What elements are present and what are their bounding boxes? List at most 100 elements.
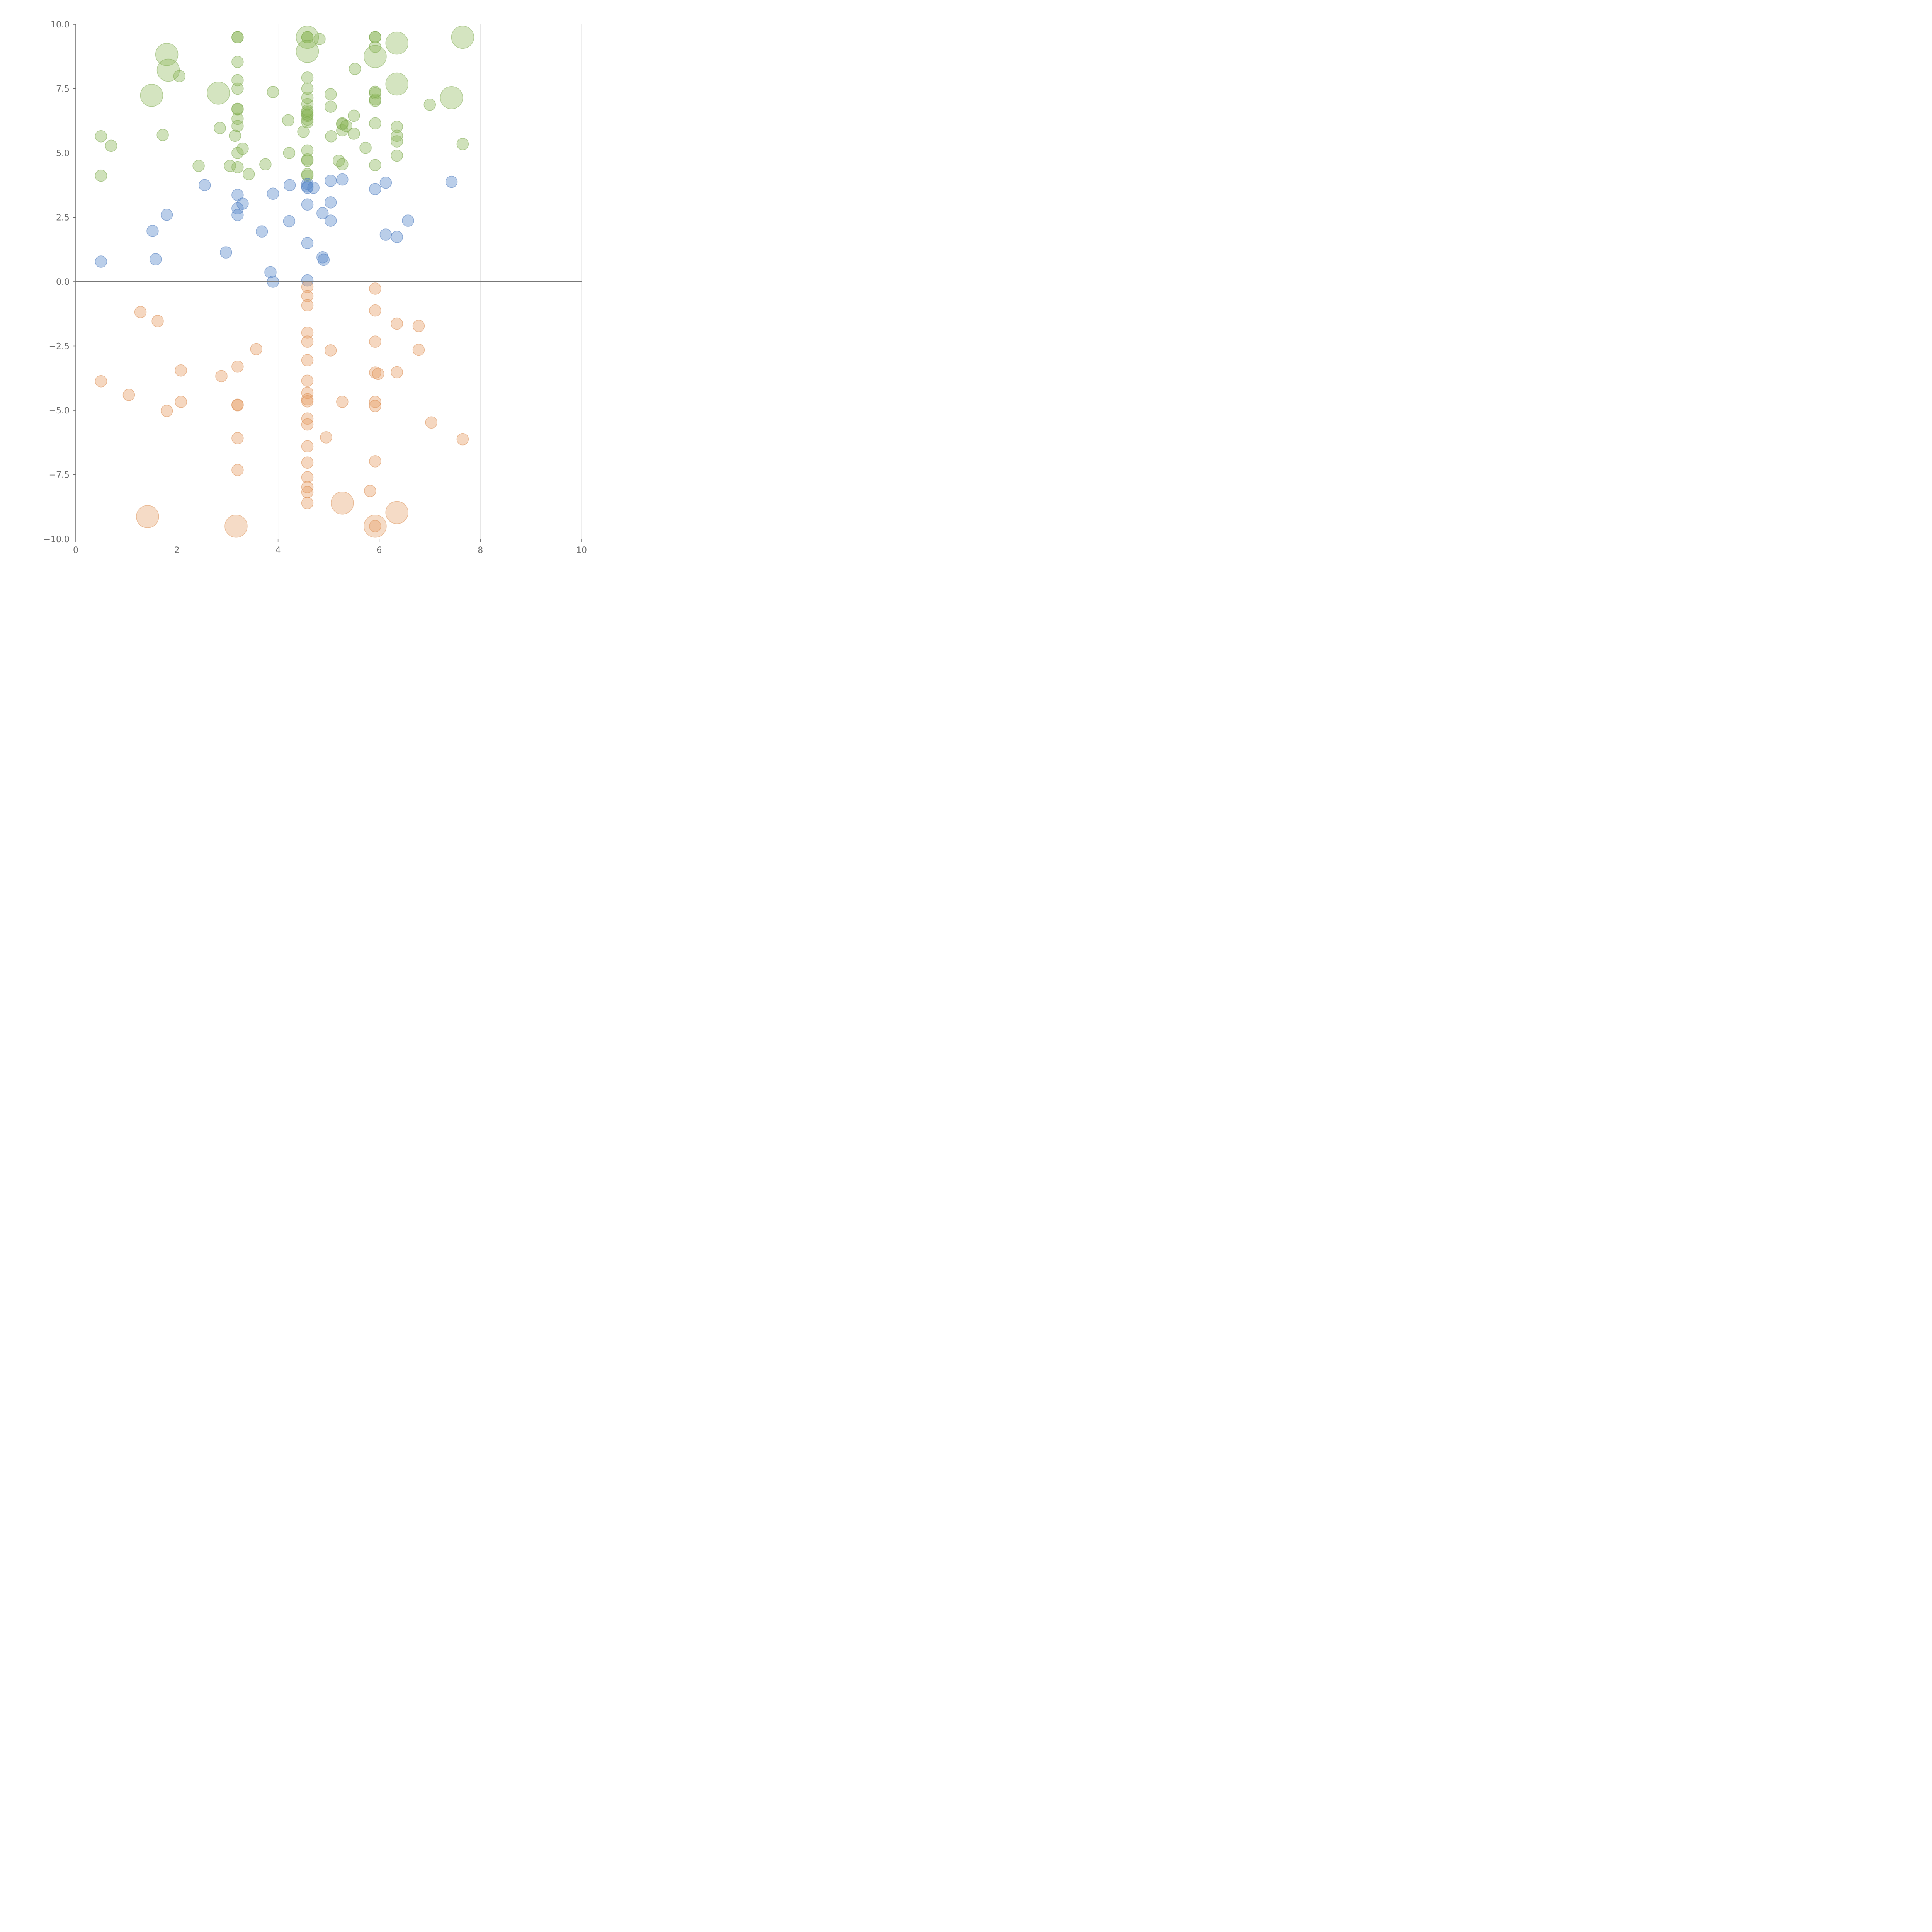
data-point (95, 130, 107, 143)
data-point (95, 255, 107, 268)
bubbles (95, 26, 474, 538)
data-point-large (364, 514, 387, 538)
data-point (313, 33, 326, 45)
data-point (301, 82, 314, 95)
data-point (301, 497, 314, 509)
data-point (151, 315, 164, 327)
data-point (160, 405, 173, 417)
data-point (267, 86, 279, 98)
data-point (332, 155, 345, 167)
data-point (324, 214, 337, 227)
data-point-large (385, 501, 408, 524)
data-point (336, 158, 349, 171)
data-point (283, 215, 296, 228)
data-point (231, 56, 244, 68)
data-point (231, 432, 244, 444)
data-point (391, 231, 403, 243)
data-point (301, 481, 314, 493)
data-point (301, 335, 314, 348)
data-point (175, 396, 187, 408)
data-point (456, 433, 469, 446)
data-point (95, 169, 107, 182)
data-point (160, 209, 173, 221)
data-point (324, 196, 337, 209)
axes (73, 24, 582, 542)
data-point (412, 320, 425, 332)
data-point (369, 396, 381, 408)
data-point (301, 440, 314, 452)
data-point (301, 374, 314, 387)
y-tick-label: 5.0 (56, 149, 70, 158)
data-point (301, 456, 314, 469)
data-point (324, 88, 337, 100)
data-point (231, 399, 244, 412)
data-point (423, 99, 436, 111)
data-point-large (207, 82, 230, 105)
data-point (301, 198, 314, 211)
data-point (369, 85, 381, 98)
y-tick-label: 2.5 (56, 213, 70, 223)
data-point-large (224, 514, 248, 538)
data-point (456, 138, 469, 150)
data-point (445, 175, 458, 188)
data-point (301, 327, 314, 339)
data-point (236, 197, 249, 210)
data-point (267, 187, 279, 200)
x-tick-label: 6 (376, 546, 382, 555)
data-point (250, 343, 263, 355)
data-point (255, 225, 268, 238)
data-point (348, 109, 360, 122)
data-point (283, 179, 296, 191)
data-point (301, 386, 314, 399)
data-point (231, 102, 244, 115)
data-point (146, 225, 159, 237)
x-tick-label: 0 (73, 546, 78, 555)
x-tick-label: 4 (276, 546, 281, 555)
data-point-large (364, 45, 387, 68)
data-point (150, 253, 162, 265)
data-point (391, 366, 403, 379)
x-tick-label: 2 (174, 546, 180, 555)
data-point (369, 117, 381, 130)
data-point-large (296, 40, 319, 63)
data-point (301, 290, 314, 303)
tick-labels: 0 2 4 6 8 10 10.0 7.5 5.0 2.5 0.0 −2.5 −5.0 −7.5 −10.0 (44, 20, 587, 555)
y-tick-label: −7.5 (49, 471, 70, 480)
data-point (215, 370, 228, 383)
data-point (231, 147, 244, 159)
data-point-large (385, 72, 408, 96)
data-point (320, 431, 332, 444)
data-point (220, 246, 232, 259)
data-point (301, 354, 314, 366)
data-point (391, 149, 403, 162)
data-point (369, 366, 381, 379)
data-point (325, 130, 337, 143)
data-point (259, 158, 272, 171)
data-point (231, 74, 244, 87)
data-point-large (155, 43, 179, 66)
data-point (231, 161, 244, 173)
data-point (231, 31, 244, 44)
data-point (301, 178, 314, 190)
x-tick-label: 10 (576, 546, 587, 555)
data-point (242, 168, 255, 180)
data-point (229, 129, 242, 142)
data-point (301, 104, 314, 117)
data-point-large (296, 26, 319, 49)
data-point (359, 141, 372, 154)
data-point (391, 317, 403, 330)
data-point (301, 144, 314, 157)
data-point (391, 121, 403, 133)
data-point (301, 486, 314, 498)
data-point (264, 266, 277, 279)
data-point (301, 281, 314, 293)
data-point (301, 153, 314, 166)
data-point-large (331, 492, 354, 515)
data-point (324, 175, 337, 187)
data-point (231, 202, 244, 214)
data-point (379, 228, 392, 241)
data-point (236, 142, 249, 155)
x-tick-label: 8 (478, 546, 483, 555)
data-point (301, 395, 314, 408)
data-point (324, 344, 337, 357)
